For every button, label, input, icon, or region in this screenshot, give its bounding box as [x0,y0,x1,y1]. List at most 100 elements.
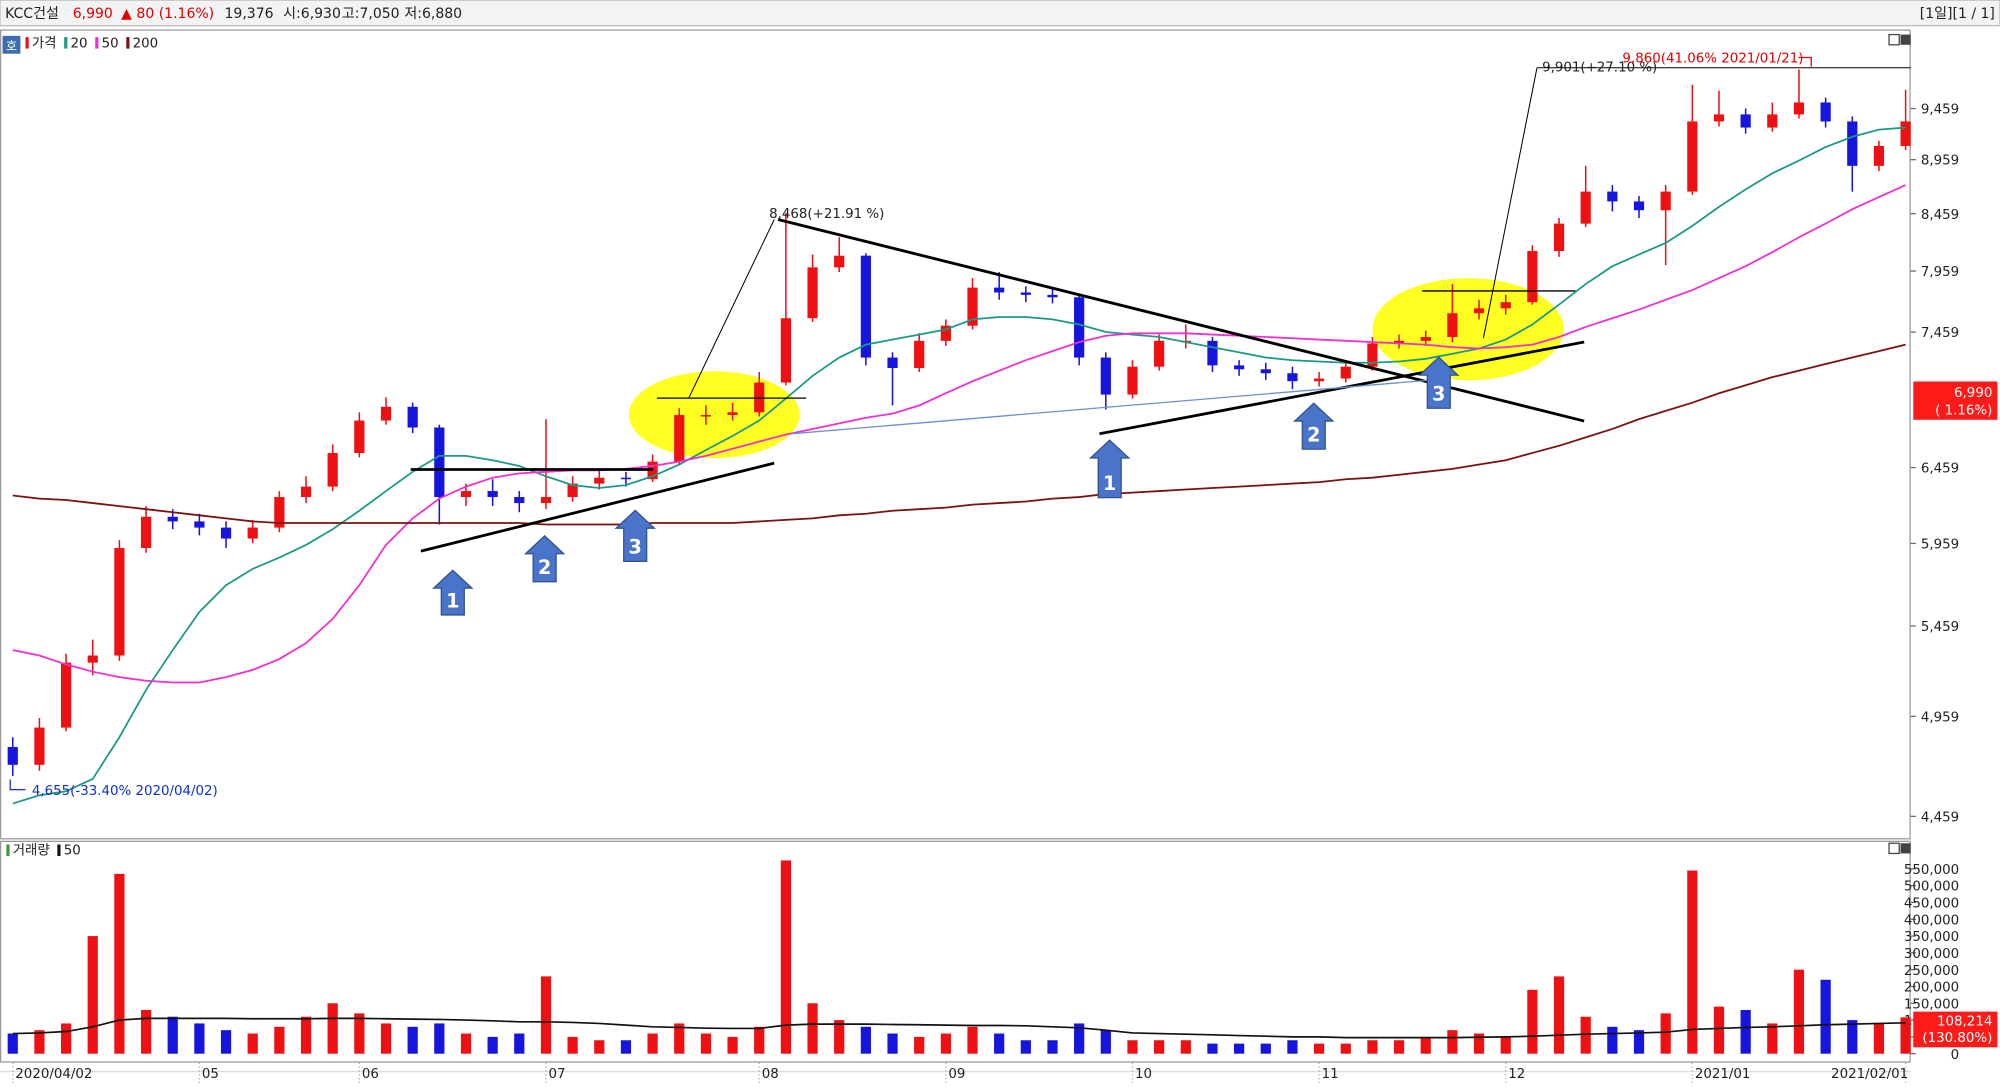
volume-bar [220,1030,232,1054]
badge[interactable] [2,35,21,54]
candle-body [34,727,45,765]
volume-bar [354,1013,365,1054]
legend-label: 20 [71,36,88,51]
volume-tag-ratio: (130.80%) [1922,1031,1992,1046]
candle-body [1740,114,1751,128]
volume-bar [567,1036,578,1054]
volume-bar [994,1033,1005,1054]
candle-body [300,486,312,498]
y-tick-label: 350,000 [1904,930,1959,945]
y-tick-label: 500,000 [1904,880,1959,895]
volume-bar [967,1026,978,1054]
panel-max-button[interactable] [1888,33,1900,46]
price-tag [1913,381,1998,420]
y-tick-label: 0 [1951,1048,1960,1063]
volume-bar [1100,1030,1111,1054]
legend-swatch [25,37,29,49]
candle-body [87,655,98,663]
volume-bar [1847,1020,1858,1054]
candle-body [60,662,72,728]
trend-line [790,379,1429,435]
candle-body [1234,365,1245,370]
panel-close-button[interactable] [1900,34,1911,45]
candle-body [674,415,685,462]
candle-body [7,747,18,765]
y-tick-label: 9,459 [1921,103,1959,118]
volume: 19,376 [224,6,273,22]
volume-bar [754,1026,765,1054]
volume-bar [1740,1010,1751,1054]
y-tick-label: 4,459 [1921,810,1959,825]
arrow [1088,439,1131,499]
price-tag-value: 6,990 [1954,386,1992,401]
legend-swatch [57,844,61,856]
high-price: 고:7,050 [342,6,400,22]
volume-bar [1047,1040,1058,1054]
candle-body [1500,302,1511,309]
candle-body [967,287,978,326]
candle-body [1580,191,1591,224]
candle-body [194,521,205,528]
drawings: 8,468(+21.91 %) 9,901(+27.10 %) 9,860(41… [6,35,1911,859]
candle-body [594,477,605,484]
legend-label: 거래량 [13,843,50,859]
y-tick-label: 400,000 [1904,913,1959,928]
volume-bar [807,1003,818,1054]
volume-bar [540,976,552,1054]
candle-body [1100,357,1111,395]
candle-body [1553,223,1565,252]
volume-bar [620,1040,632,1054]
plot-marks: 4,459 4,959 5,459 5,959 6,459 7,459 7,959 8,459… [7,69,1960,1086]
period-button[interactable]: [1일][1 / 1] [1920,6,1995,22]
volume-bar [1473,1033,1485,1054]
arrow [614,509,656,562]
volume-bar [1447,1030,1458,1054]
volume-bar [647,1033,658,1054]
high-annotation: 9,860(41.06% 2021/01/21) [1622,52,1803,67]
panel-close-button[interactable] [1900,843,1911,854]
candle-body [460,491,472,498]
legend-label: 50 [102,36,119,51]
candle-body [247,527,258,539]
volume-bar [1393,1040,1405,1054]
candle-body [914,340,925,368]
candle-body [1047,294,1058,298]
arrow-label: 2 [1307,423,1320,446]
candle-body [860,255,871,358]
volume-tag [1913,1011,1998,1048]
candle-body [1207,340,1218,366]
legend-swatch [95,37,99,49]
price-tag-change: ( 1.16%) [1935,404,1992,419]
candle-body [354,420,365,453]
volume-bar [1207,1043,1218,1054]
arrow-label: 3 [629,536,642,559]
y-tick-label: 4,959 [1921,710,1959,725]
volume-bar [1607,1026,1618,1054]
volume-bar [1234,1043,1245,1054]
panel-max-button[interactable] [1888,842,1900,855]
volume-bar [87,936,98,1054]
volume-bar [780,860,791,1054]
volume-bar [1367,1040,1378,1054]
candle-body [1340,366,1351,379]
volume-bar [1074,1023,1085,1054]
volume-bar [834,1020,845,1054]
price-panel [0,29,1911,840]
volume-bar [1420,1036,1431,1054]
y-tick-label: 250,000 [1904,964,1959,979]
candle-body [140,516,152,549]
volume-bar [860,1026,871,1054]
candle-body [754,382,765,413]
candle-body [780,318,791,383]
volume-bar [194,1023,205,1054]
candle-body [807,267,818,319]
open-price: 시:6,930 [283,6,341,22]
volume-bar [407,1026,418,1054]
x-tick-label: 2020/04/02 [15,1067,92,1082]
volume-bar [247,1033,258,1054]
volume-bar [114,873,125,1054]
change: ▲ 80 (1.16%) [121,6,214,22]
candle-body [514,497,525,504]
